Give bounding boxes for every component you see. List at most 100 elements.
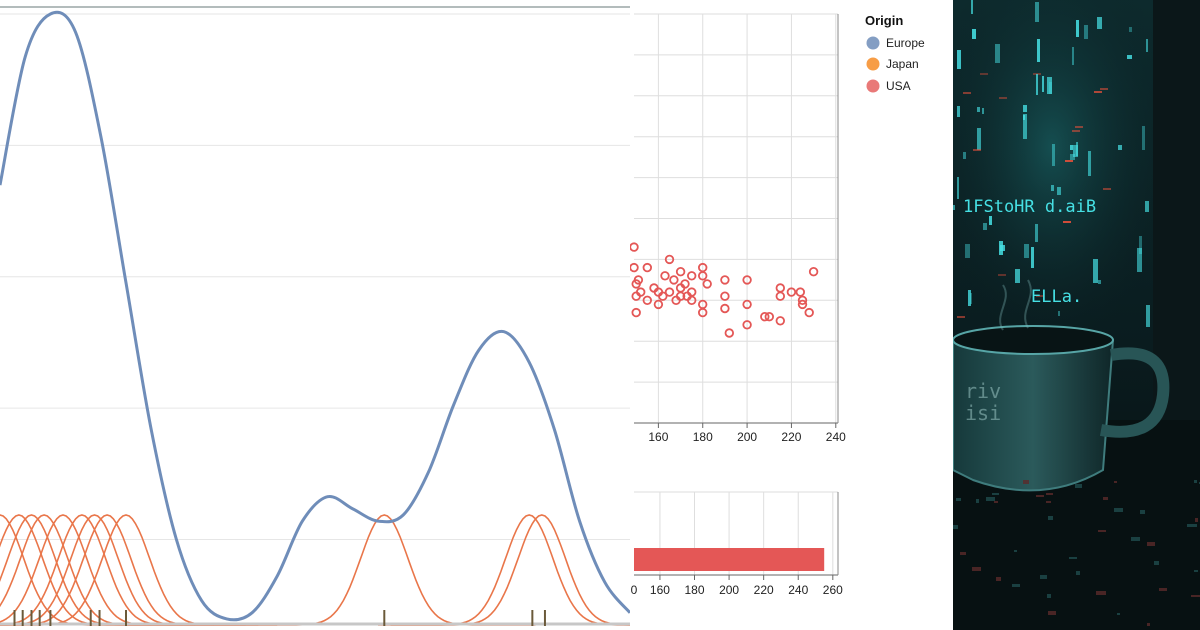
debris-piece [1012, 584, 1020, 587]
density-chart [0, 6, 630, 626]
rain-streak [1024, 244, 1029, 258]
debris-piece [1147, 623, 1150, 626]
scatter-point [804, 307, 814, 318]
scatter-and-bar-panel: 160 180 200 220 240 160 180 200 220 240 260 0 Orig… [630, 0, 952, 630]
bar-tick-label: 240 [788, 583, 808, 597]
rain-streak [970, 293, 972, 304]
rain-streak [1084, 25, 1088, 39]
debris-piece [1014, 550, 1017, 552]
scatter-point [687, 295, 697, 305]
rain-streak [999, 241, 1003, 255]
legend-label-usa: USA [886, 79, 911, 93]
scatter-point [664, 287, 675, 297]
debris-piece [1191, 595, 1200, 597]
debris-piece [1040, 575, 1047, 579]
rain-streak [989, 216, 992, 225]
scatter-point [720, 275, 730, 285]
rain-streak [972, 29, 976, 39]
rain-streak [998, 274, 1006, 276]
debris-piece [976, 499, 979, 503]
scatter-point [664, 254, 675, 265]
scatter-point [633, 275, 644, 285]
debris-piece [956, 498, 961, 501]
bar-tick-label: 220 [754, 583, 774, 597]
debris-piece [986, 497, 995, 501]
rain-streak [982, 108, 984, 114]
scatter-point [720, 291, 730, 301]
rain-streak [1070, 154, 1075, 160]
rain-streak [980, 73, 988, 75]
rain-streak [957, 177, 959, 199]
rain-streak [1088, 151, 1091, 176]
rain-streak [1127, 55, 1132, 59]
rain-streak [957, 316, 965, 318]
digital-rain [953, 0, 1150, 327]
rain-streak [1037, 39, 1040, 62]
rain-streak [1139, 236, 1142, 254]
rain-streak [1097, 17, 1102, 29]
rain-streak [1036, 295, 1044, 297]
rain-streak [977, 107, 980, 112]
bar-usa [634, 548, 825, 571]
legend-swatch-usa [866, 79, 880, 93]
legend-title: Origin [865, 13, 903, 28]
legend: Origin Europe Japan USA [865, 13, 925, 93]
mug-print-1: riv [965, 379, 1001, 403]
rain-streak [1065, 160, 1073, 162]
debris-piece [1147, 542, 1155, 546]
legend-item-usa[interactable]: USA [866, 79, 911, 93]
bar-marks [634, 548, 825, 571]
debris-piece [1046, 493, 1053, 495]
legend-item-japan[interactable]: Japan [866, 57, 919, 71]
rain-streak [1098, 280, 1101, 284]
bar-tick-label: 260 [823, 583, 843, 597]
rain-streak [1015, 269, 1020, 283]
rain-streak [999, 97, 1007, 99]
rain-streak [965, 244, 970, 258]
scatter-point [653, 299, 664, 310]
debris-piece [1046, 501, 1051, 503]
rain-streak [1051, 185, 1054, 191]
rain-streak [1076, 142, 1078, 156]
legend-label-europe: Europe [886, 36, 925, 50]
debris-piece [1069, 557, 1077, 559]
bar-tick-label-partial: 0 [631, 583, 638, 597]
legend-item-europe[interactable]: Europe [866, 36, 926, 50]
rain-streak [1094, 91, 1102, 93]
scatter-point [724, 328, 734, 338]
debris-piece [1075, 484, 1082, 488]
scatter-point [797, 299, 808, 310]
scatter-point [669, 275, 679, 285]
scatter-tick-label: 200 [737, 430, 757, 444]
rain-streak [957, 50, 961, 69]
rain-streak [1137, 248, 1142, 272]
rain-streak [1031, 247, 1034, 268]
art-glyph-line-1: 1FStoHR d.aiB [963, 197, 1096, 217]
bar-x-ticks: 160 180 200 220 240 260 0 [631, 575, 843, 597]
rain-streak [1093, 259, 1098, 283]
legend-swatch-japan [866, 57, 880, 71]
debris-piece [1194, 480, 1197, 483]
scatter-point [675, 291, 686, 301]
debris-piece [1036, 495, 1044, 497]
scatter-tick-label: 220 [781, 430, 801, 444]
scatter-point [720, 303, 730, 314]
scatter-point [775, 291, 785, 301]
rain-streak [1073, 145, 1078, 157]
steam-icon [999, 279, 1032, 331]
scatter-plot: 160 180 200 220 240 [630, 13, 846, 444]
debris-piece [1131, 537, 1140, 541]
rain-streak [963, 152, 966, 159]
scatter-point [687, 271, 697, 281]
scatter-point [642, 262, 652, 273]
rain-streak [1072, 130, 1080, 132]
bar-tick-label: 180 [684, 583, 704, 597]
scatter-point [658, 291, 668, 301]
rain-streak [1052, 144, 1055, 166]
rain-streak [953, 205, 955, 210]
scattered-debris [953, 480, 1200, 626]
rain-streak [983, 223, 987, 230]
cyber-coffee-illustration: 1FStoHR d.aiB ELLa. riv isi [953, 0, 1200, 630]
rain-streak [1035, 2, 1039, 22]
bar-tick-label: 160 [650, 583, 670, 597]
